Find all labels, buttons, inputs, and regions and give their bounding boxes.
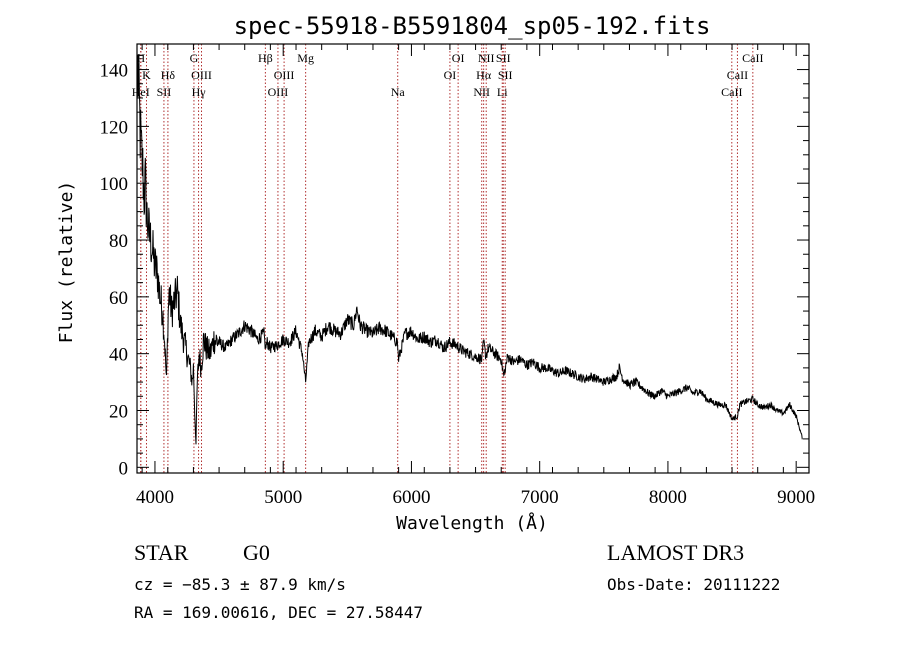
- axis-ticks: 4000 5000 6000 7000 8000 9000 0 20 40 60 80 100 120 1…: [100, 44, 815, 508]
- spectral-line-label: Hα: [476, 68, 492, 82]
- y-tick-label: 20: [109, 401, 128, 422]
- object-class: STAR: [134, 540, 189, 565]
- x-tick-label: 4000: [136, 487, 174, 508]
- spectral-line-label: CaII: [727, 68, 748, 82]
- spectral-line-label: HeI: [132, 85, 150, 99]
- x-axis-label: Wavelength (Å): [396, 512, 548, 534]
- spectral-line-label: CaII: [742, 51, 763, 65]
- spectral-line-label: NII: [478, 51, 495, 65]
- spectral-line-label: SII: [157, 85, 172, 99]
- plot-frame: [136, 43, 810, 474]
- x-tick-label: 8000: [649, 487, 687, 508]
- y-axis-label: Flux (relative): [56, 181, 77, 344]
- obs-date: Obs-Date: 20111222: [607, 575, 781, 594]
- x-tick-label: 9000: [777, 487, 815, 508]
- spectral-line-markers: [140, 44, 754, 473]
- redshift-readout: cz = −85.3 ± 87.9 km/s: [134, 575, 346, 594]
- spectral-line-label: Mg: [297, 51, 314, 65]
- y-tick-label: 0: [119, 458, 129, 479]
- x-tick-label: 7000: [521, 487, 559, 508]
- spectral-line-label: SII: [498, 68, 513, 82]
- spectral-line-label: OIII: [191, 68, 212, 82]
- y-tick-label: 140: [100, 61, 129, 82]
- spectral-line-label: OI: [452, 51, 465, 65]
- spectral-line-label: SII: [496, 51, 511, 65]
- x-tick-label: 6000: [392, 487, 430, 508]
- y-tick-label: 40: [109, 345, 128, 366]
- y-tick-label: 60: [109, 288, 128, 309]
- x-tick-label: 5000: [264, 487, 302, 508]
- spectral-line-label: Hβ: [258, 51, 273, 65]
- spectral-line-label: K: [142, 68, 151, 82]
- spectral-line-label: Hγ: [192, 85, 207, 99]
- survey-name: LAMOST DR3: [607, 540, 745, 565]
- spectral-line-label: H: [137, 51, 146, 65]
- y-tick-label: 120: [100, 117, 129, 138]
- spectral-line-label: Li: [497, 85, 508, 99]
- object-subclass: G0: [243, 540, 270, 565]
- y-tick-label: 100: [100, 174, 129, 195]
- spectral-line-label: Hδ: [161, 68, 176, 82]
- spectral-line-label: Na: [391, 85, 406, 99]
- spectral-line-label: OIII: [268, 85, 289, 99]
- chart-title: spec-55918-B5591804_sp05-192.fits: [234, 12, 711, 40]
- spectral-line-label: G: [190, 51, 199, 65]
- y-tick-label: 80: [109, 231, 128, 252]
- spectral-line-label: NII: [473, 85, 490, 99]
- spectral-line-label: OIII: [274, 68, 295, 82]
- spectral-line-label: CaII: [721, 85, 742, 99]
- series-layer: [137, 53, 803, 445]
- spectrum-line: [137, 53, 803, 445]
- spectral-line-label: OI: [444, 68, 457, 82]
- coordinates: RA = 169.00616, DEC = 27.58447: [134, 603, 423, 622]
